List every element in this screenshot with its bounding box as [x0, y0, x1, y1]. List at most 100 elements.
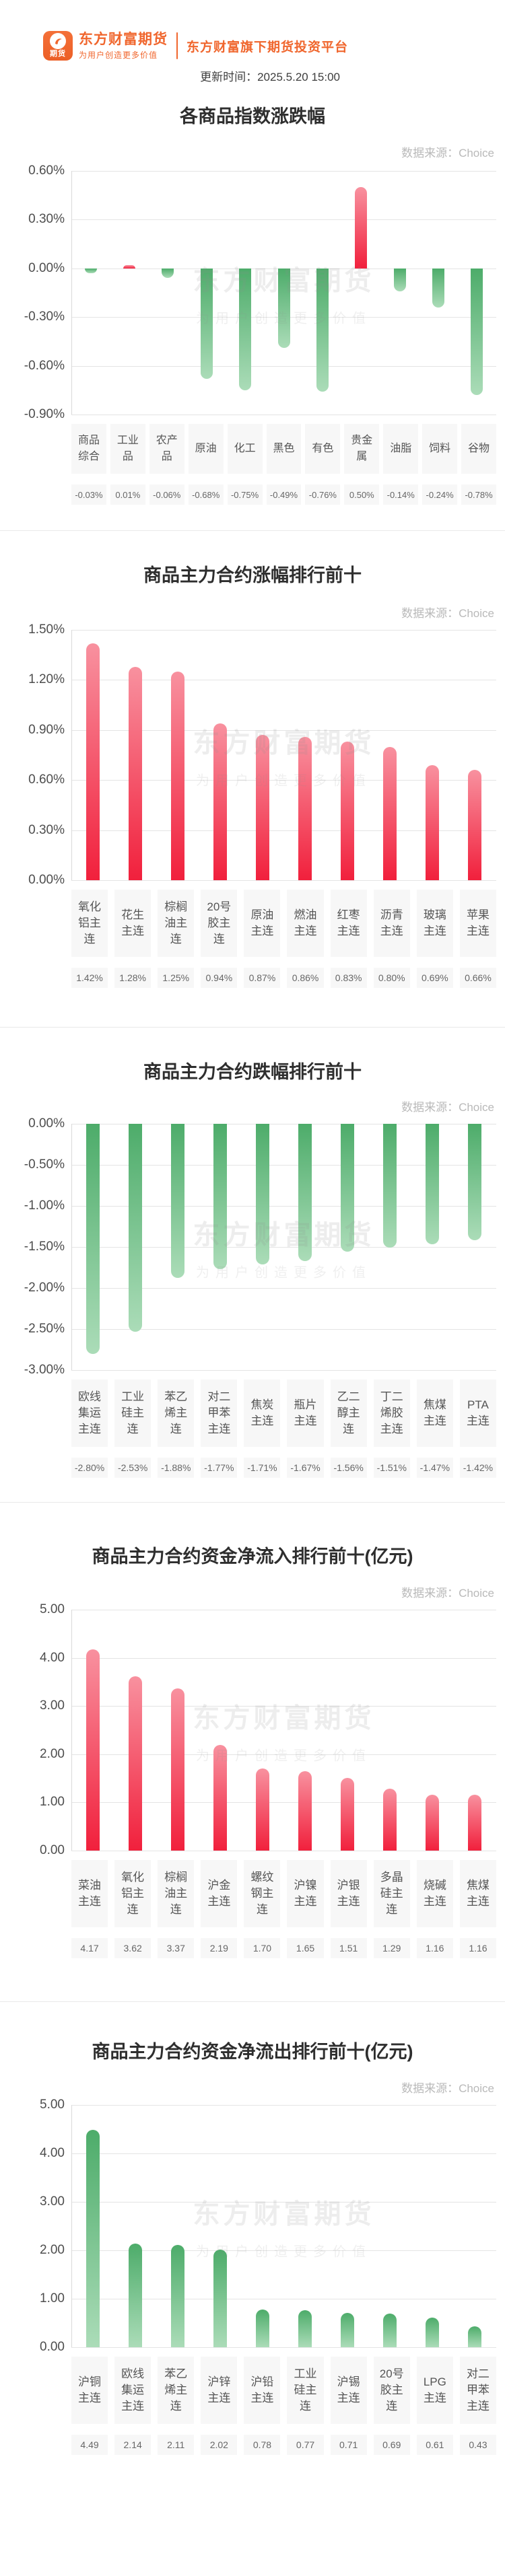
category-label: 焦煤主连	[459, 1860, 496, 1927]
category-label: 原油	[188, 424, 224, 474]
bar	[468, 1794, 482, 1851]
value-label: 0.80%	[373, 968, 410, 988]
bar	[426, 2318, 440, 2347]
data-source-label: 数据来源：Choice	[401, 1587, 494, 1600]
category-label-row: 商品综合 工业品 农产品 原油 化工 黑色 有色 贵金属 油脂 饲料 谷物	[71, 424, 496, 474]
category-label: 苯乙烯主连	[158, 1380, 195, 1447]
bar	[298, 1770, 312, 1851]
value-label: 1.29	[373, 1938, 410, 1958]
category-label: 沪铜主连	[71, 2357, 108, 2424]
chart-section-top-losers: 商品主力合约跌幅排行前十 数据来源：Choice 0.00% -0.50% -1.0…	[0, 1060, 505, 1503]
bar	[426, 1794, 440, 1851]
value-label: -2.80%	[71, 1458, 108, 1478]
category-label: 棕榈油主连	[158, 1860, 195, 1927]
y-axis-line	[71, 630, 72, 880]
bar	[426, 1124, 440, 1245]
bar	[383, 1124, 397, 1248]
bar-chart-plot: 5.00 4.00 3.00 2.00 1.00 0.00 东方财富期货 为用户创造更多价值	[40, 1602, 496, 1857]
value-label-row: 4.17 3.62 3.37 2.19 1.70 1.65 1.51 1.29 1.16 1.16	[71, 1938, 496, 1958]
data-source-label: 数据来源：Choice	[401, 607, 494, 620]
y-axis-tick-label: 0.00%	[28, 873, 65, 887]
category-label: 有色	[305, 424, 341, 474]
value-label: 1.28%	[114, 968, 152, 988]
bar	[393, 268, 406, 291]
chart-section-net-outflow: 商品主力合约资金净流出排行前十(亿元) 数据来源：Choice 5.00 4.00…	[0, 2040, 505, 2576]
category-label-row: 欧线集运主连 工业硅主连 苯乙烯主连 对二甲苯主连 焦炭主连 瓶片主连 乙二醇主连 丁二烯胶主…	[71, 1380, 496, 1447]
bar	[162, 268, 174, 279]
value-label: 0.69	[373, 2435, 410, 2455]
gridline	[71, 830, 496, 831]
category-label-row: 氧化铝主连 花生主连 棕榈油主连 20号胶主连 原油主连 燃油主连 红枣主连 沥青主连 玻璃主连…	[71, 890, 496, 957]
category-label: 花生主连	[114, 890, 152, 957]
bar	[86, 1649, 100, 1851]
y-axis-tick-label: 0.00	[40, 1843, 65, 1857]
category-label: 饲料	[422, 424, 458, 474]
bar	[213, 723, 227, 880]
data-source-label: 数据来源：Choice	[401, 147, 494, 159]
bar	[432, 268, 444, 308]
category-label: 对二甲苯主连	[459, 2357, 496, 2424]
bar	[383, 1788, 397, 1851]
category-label: 沥青主连	[373, 890, 410, 957]
value-label: 2.02	[201, 2435, 238, 2455]
chart-title: 商品主力合约资金净流出排行前十(亿元)	[92, 2042, 413, 2062]
y-axis-tick-label: 0.60%	[28, 164, 65, 178]
bar	[170, 1688, 184, 1851]
value-label: 0.43	[459, 2435, 496, 2455]
category-label: 工业硅主连	[287, 2357, 324, 2424]
category-label: 沪金主连	[201, 1860, 238, 1927]
value-label: 0.78	[244, 2435, 281, 2455]
value-label: -1.67%	[287, 1458, 324, 1478]
y-axis-tick-label: -0.50%	[24, 1157, 65, 1172]
category-label: 工业品	[110, 424, 145, 474]
chart-title: 各商品指数涨跌幅	[180, 106, 325, 127]
bar	[170, 2245, 184, 2347]
bar	[128, 666, 142, 880]
category-label: 菜油主连	[71, 1860, 108, 1927]
value-label: -1.51%	[373, 1458, 410, 1478]
gridline	[71, 1329, 496, 1330]
y-axis-tick-label: 4.00	[40, 2146, 65, 2160]
gridline	[71, 1754, 496, 1755]
category-label: 谷物	[461, 424, 496, 474]
bar	[383, 2314, 397, 2347]
category-label: 螺纹钢主连	[244, 1860, 281, 1927]
value-label: 0.94%	[201, 968, 238, 988]
bar	[86, 1124, 100, 1354]
value-label: 0.01%	[110, 485, 145, 505]
brand-logo-row: 期货 东方财富期货 为用户创造更多价值 东方财富旗下期货投资平台	[43, 31, 348, 61]
value-label: -0.68%	[188, 485, 224, 505]
bar	[316, 268, 329, 392]
bar	[84, 268, 97, 274]
category-label: PTA主连	[459, 1380, 496, 1447]
bar	[355, 187, 368, 269]
bar-chart-plot: 0.00% -0.50% -1.00% -1.50% -2.00% -2.50% -3.00…	[24, 1116, 496, 1377]
bar	[86, 643, 100, 880]
y-axis-tick-label: 0.00	[40, 2340, 65, 2354]
y-axis-tick-label: 5.00	[40, 1602, 65, 1616]
value-label: 4.17	[71, 1938, 108, 1958]
y-axis-tick-label: -1.50%	[24, 1240, 65, 1254]
brand-separator	[176, 32, 178, 59]
category-label: 乙二醇主连	[330, 1380, 367, 1447]
chart-title: 商品主力合约资金净流入排行前十(亿元)	[92, 1546, 413, 1567]
category-label: 欧线集运主连	[71, 1380, 108, 1447]
category-label: 氧化铝主连	[71, 890, 108, 957]
value-label: 2.11	[158, 2435, 195, 2455]
y-axis-line	[71, 1124, 72, 1370]
category-label: 贵金属	[344, 424, 380, 474]
value-label: -0.24%	[422, 485, 458, 505]
category-label: 沪银主连	[330, 1860, 367, 1927]
category-label: 苯乙烯主连	[158, 2357, 195, 2424]
section-divider	[0, 530, 505, 531]
brand-slogan: 为用户创造更多价值	[79, 50, 158, 60]
y-axis-tick-label: 0.90%	[28, 722, 65, 737]
y-axis-line	[71, 1610, 72, 1851]
gridline	[71, 2202, 496, 2203]
gridline	[71, 2347, 496, 2348]
value-label: -1.47%	[416, 1458, 453, 1478]
bar	[255, 2309, 269, 2347]
bar	[341, 742, 355, 880]
value-label: 0.71	[330, 2435, 367, 2455]
value-label: -2.53%	[114, 1458, 152, 1478]
